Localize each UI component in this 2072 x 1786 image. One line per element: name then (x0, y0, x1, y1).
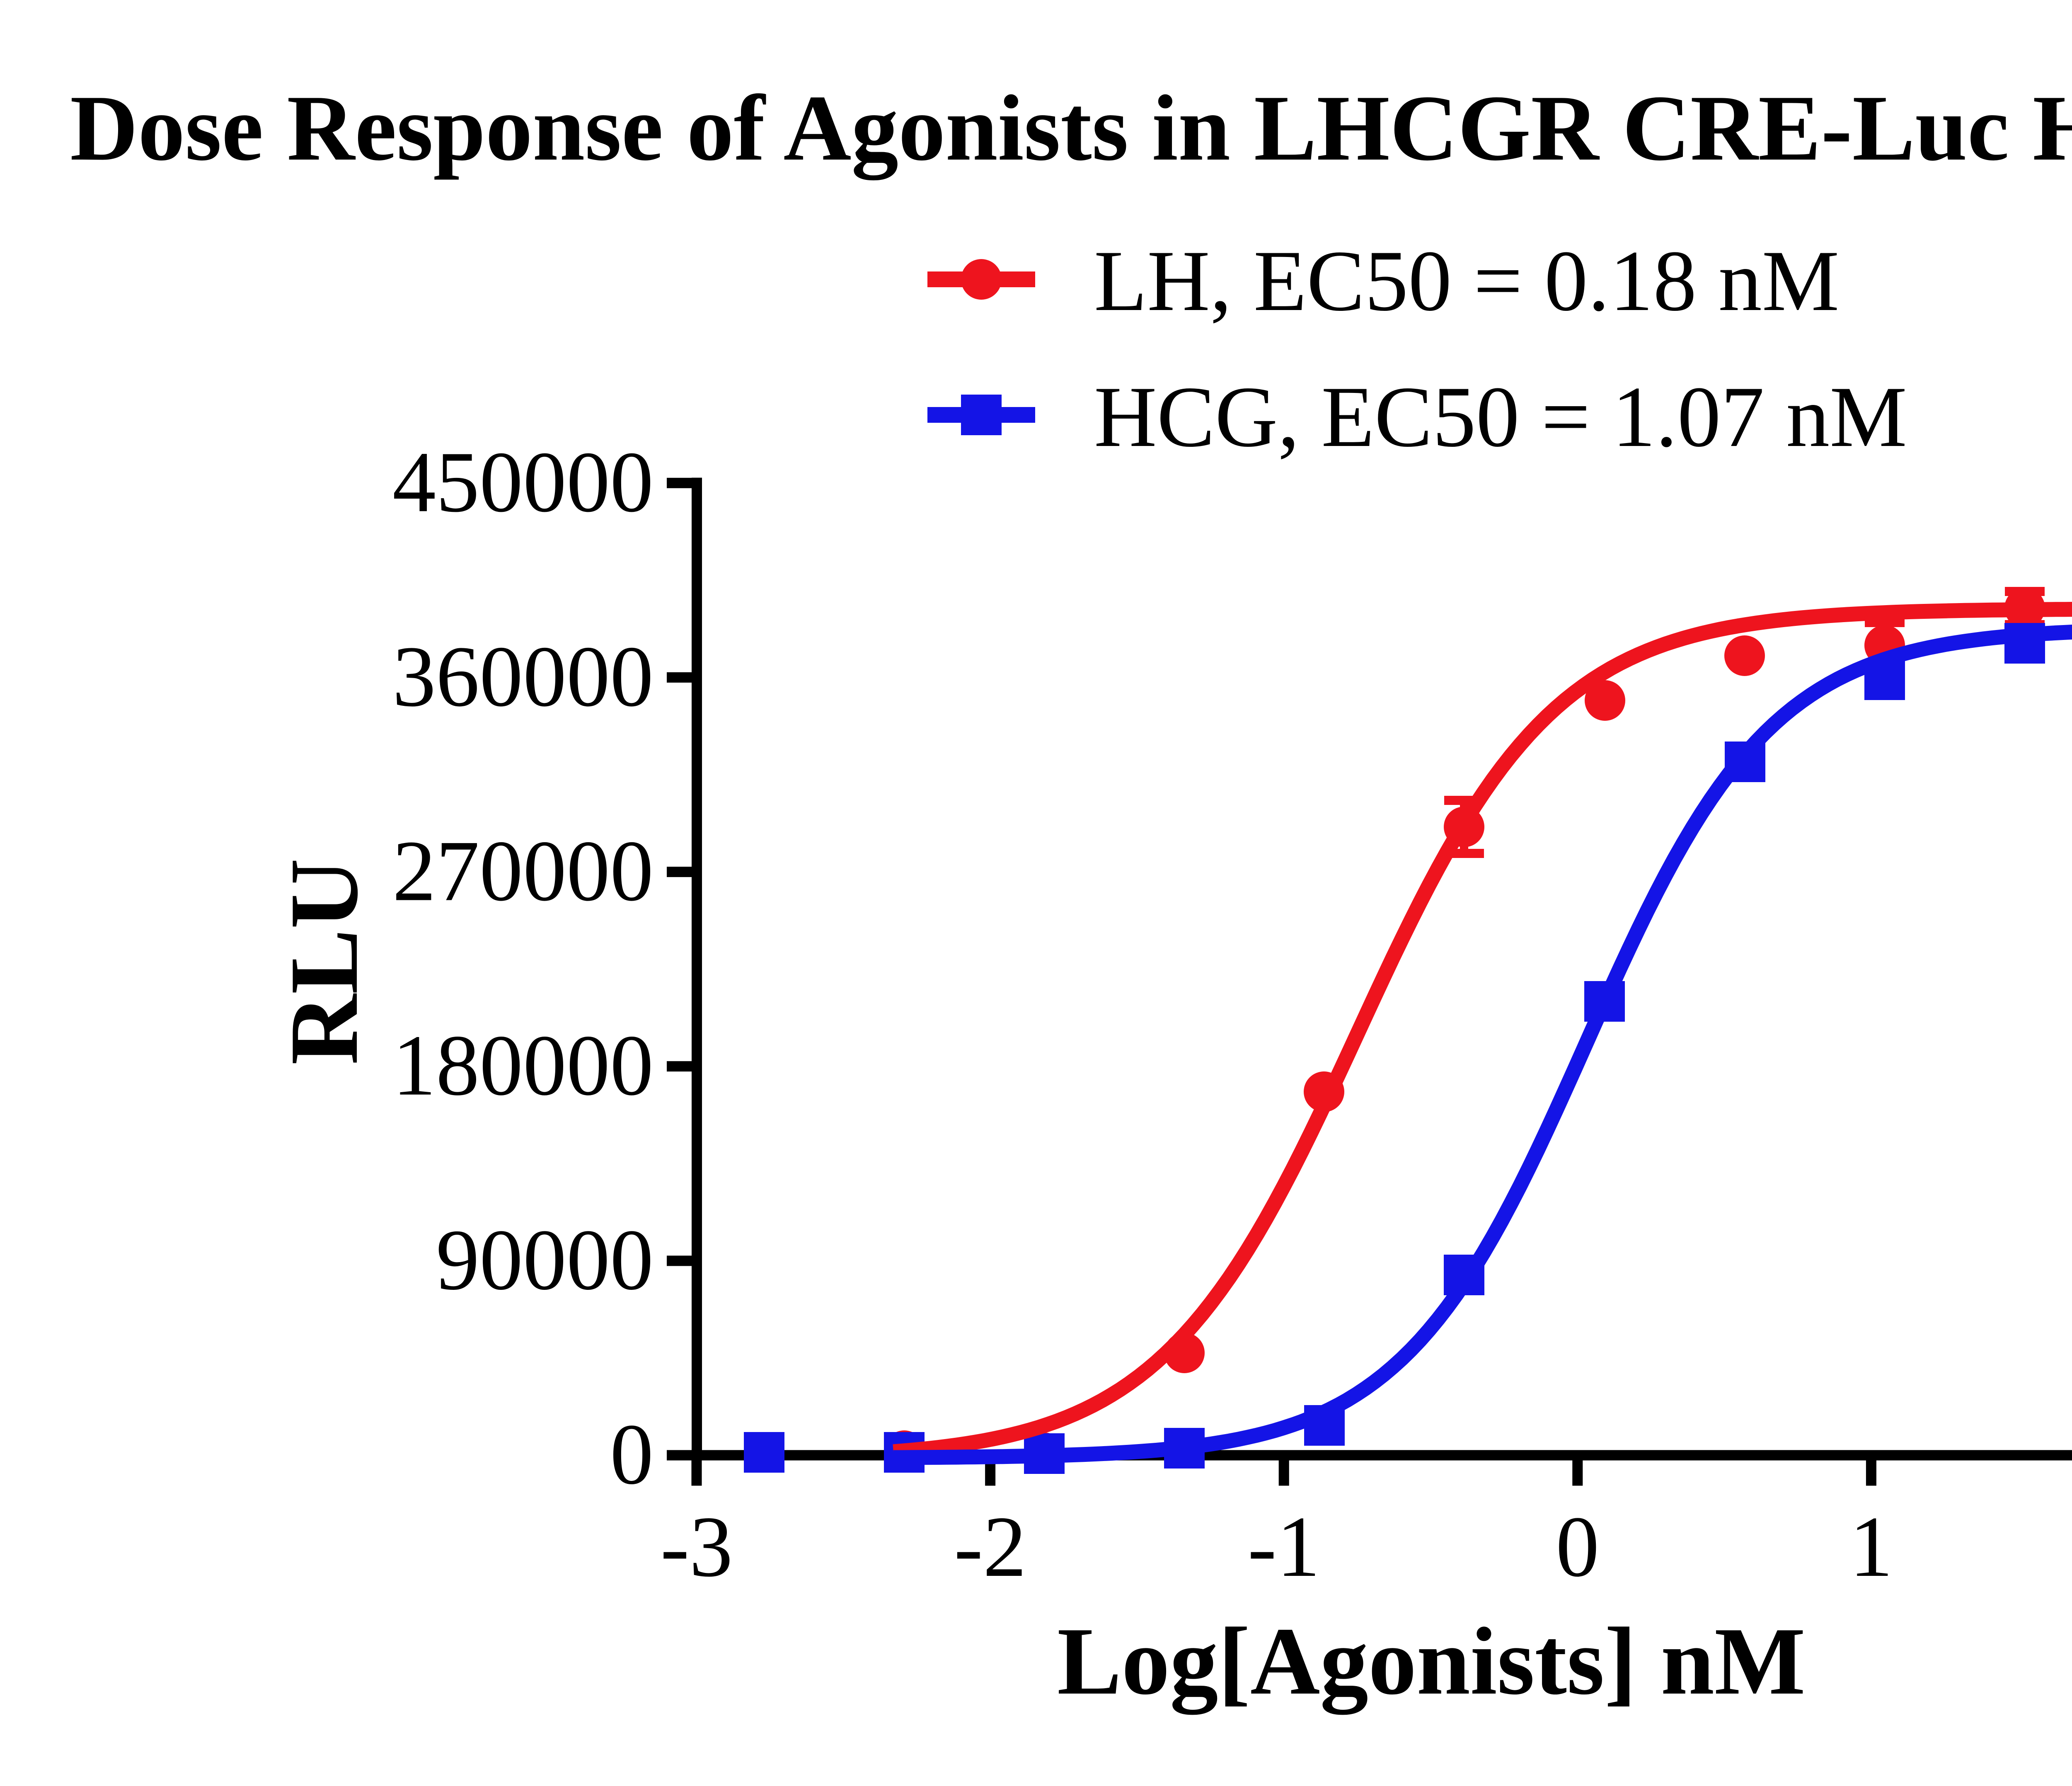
svg-text:-3: -3 (661, 1499, 733, 1595)
svg-text:-1: -1 (1248, 1499, 1320, 1595)
svg-text:180000: 180000 (392, 1018, 654, 1114)
svg-text:HCG, EC50 = 1.07 nM: HCG, EC50 = 1.07 nM (1094, 369, 1907, 465)
svg-text:1: 1 (1849, 1499, 1893, 1595)
svg-text:0: 0 (1556, 1499, 1599, 1595)
svg-text:360000: 360000 (392, 628, 654, 725)
svg-text:Log[Agonists] nM: Log[Agonists] nM (1057, 1608, 1806, 1715)
svg-text:Dose Response of Agonists in L: Dose Response of Agonists in LHCGR CRE-L… (70, 76, 2072, 180)
svg-text:0: 0 (610, 1406, 654, 1502)
svg-text:RLU: RLU (270, 858, 378, 1065)
svg-text:LH, EC50 = 0.18 nM: LH, EC50 = 0.18 nM (1094, 233, 1839, 329)
svg-text:90000: 90000 (436, 1212, 654, 1308)
svg-text:270000: 270000 (392, 823, 654, 919)
svg-text:450000: 450000 (392, 434, 654, 530)
svg-text:-2: -2 (954, 1499, 1026, 1595)
